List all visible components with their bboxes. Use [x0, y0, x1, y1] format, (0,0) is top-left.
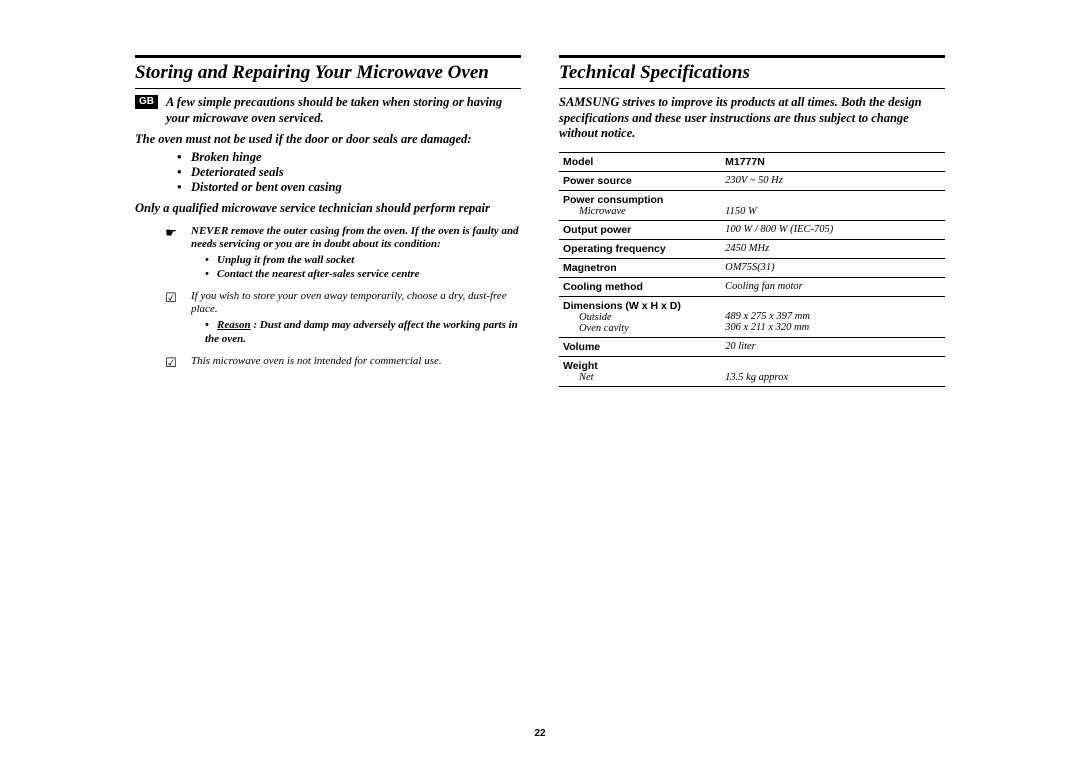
reason-label: Reason — [217, 319, 251, 331]
note-block-2: ☑ If you wish to store your oven away te… — [163, 290, 521, 347]
spec-label-text: Power consumption — [563, 194, 663, 206]
note-block-3: ☑ This microwave oven is not intended fo… — [163, 355, 521, 371]
spec-label: Power source — [559, 171, 721, 190]
list-item: Reason : Dust and damp may adversely aff… — [205, 319, 521, 347]
rule — [559, 55, 945, 58]
rule — [559, 88, 945, 89]
left-column: Storing and Repairing Your Microwave Ove… — [135, 55, 521, 387]
tech-line: Only a qualified microwave service techn… — [135, 201, 521, 217]
section-title-right: Technical Specifications — [559, 62, 945, 84]
list-item: Deteriorated seals — [177, 165, 521, 180]
lead-text: SAMSUNG strives to improve its products … — [559, 95, 945, 142]
right-column: Technical Specifications SAMSUNG strives… — [559, 55, 945, 387]
spec-value: 489 x 275 x 397 mm 306 x 211 x 320 mm — [721, 296, 945, 337]
spec-sublabel: Microwave — [563, 206, 717, 217]
list-item: Distorted or bent oven casing — [177, 180, 521, 195]
check-icon: ☑ — [163, 290, 179, 347]
spec-label: Cooling method — [559, 277, 721, 296]
note-lead: NEVER remove the outer casing from the o… — [191, 225, 519, 251]
spec-value: 2450 MHz — [721, 239, 945, 258]
spec-label-text: Dimensions (W x H x D) — [563, 300, 681, 312]
spec-sublabel: Net — [563, 372, 717, 383]
table-row: Output power 100 W / 800 W (IEC-705) — [559, 220, 945, 239]
intro-row: GB A few simple precautions should be ta… — [135, 95, 521, 126]
table-row: Dimensions (W x H x D) Outside Oven cavi… — [559, 296, 945, 337]
lead-text: A few simple precautions should be taken… — [166, 95, 521, 126]
table-row: Power consumptionMicrowave 1150 W — [559, 190, 945, 220]
spec-value-line: 489 x 275 x 397 mm — [725, 311, 810, 322]
spec-value: 230V ~ 50 Hz — [721, 171, 945, 190]
spec-value: 1150 W — [721, 190, 945, 220]
spec-label: Weight Net — [559, 356, 721, 386]
table-row: Weight Net 13.5 kg approx — [559, 356, 945, 386]
spec-value-line: 306 x 211 x 320 mm — [725, 322, 809, 333]
spec-label: Power consumptionMicrowave — [559, 190, 721, 220]
spec-label: Magnetron — [559, 258, 721, 277]
table-row: Model M1777N — [559, 152, 945, 171]
note-text: NEVER remove the outer casing from the o… — [191, 225, 521, 282]
spec-value: 20 liter — [721, 337, 945, 356]
spec-label-text: Weight — [563, 360, 598, 372]
spec-label: Model — [559, 152, 721, 171]
pointer-icon: ☛ — [163, 225, 179, 282]
spec-value: 100 W / 800 W (IEC-705) — [721, 220, 945, 239]
list-item: Broken hinge — [177, 150, 521, 165]
spec-sublabel: Outside — [563, 312, 717, 323]
note-text: If you wish to store your oven away temp… — [191, 290, 521, 347]
spec-label: Output power — [559, 220, 721, 239]
table-row: Volume 20 liter — [559, 337, 945, 356]
spec-label: Operating frequency — [559, 239, 721, 258]
spec-sublabel: Oven cavity — [563, 323, 717, 334]
gb-badge: GB — [135, 95, 158, 109]
spec-label: Dimensions (W x H x D) Outside Oven cavi… — [559, 296, 721, 337]
table-row: Magnetron OM75S(31) — [559, 258, 945, 277]
spec-value: M1777N — [721, 152, 945, 171]
rule — [135, 88, 521, 89]
page: Storing and Repairing Your Microwave Ove… — [135, 55, 945, 387]
spec-value: Cooling fan motor — [721, 277, 945, 296]
note-lead: If you wish to store your oven away temp… — [191, 290, 507, 316]
spec-value: OM75S(31) — [721, 258, 945, 277]
note-block-1: ☛ NEVER remove the outer casing from the… — [163, 225, 521, 282]
table-row: Power source 230V ~ 50 Hz — [559, 171, 945, 190]
list-item: Unplug it from the wall socket — [205, 254, 521, 268]
rule — [135, 55, 521, 58]
note-text: This microwave oven is not intended for … — [191, 355, 521, 371]
warn-text: The oven must not be used if the door or… — [135, 132, 521, 148]
reason-text: : Dust and damp may adversely affect the… — [205, 319, 518, 345]
page-number: 22 — [0, 728, 1080, 739]
check-icon: ☑ — [163, 355, 179, 371]
spec-label: Volume — [559, 337, 721, 356]
damage-list: Broken hinge Deteriorated seals Distorte… — [177, 150, 521, 195]
spec-table: Model M1777N Power source 230V ~ 50 Hz P… — [559, 152, 945, 387]
list-item: Contact the nearest after-sales service … — [205, 268, 521, 282]
sub-list: Unplug it from the wall socket Contact t… — [205, 254, 521, 282]
table-row: Operating frequency 2450 MHz — [559, 239, 945, 258]
sub-list: Reason : Dust and damp may adversely aff… — [205, 319, 521, 347]
table-row: Cooling method Cooling fan motor — [559, 277, 945, 296]
spec-value: 13.5 kg approx — [721, 356, 945, 386]
section-title-left: Storing and Repairing Your Microwave Ove… — [135, 62, 521, 84]
